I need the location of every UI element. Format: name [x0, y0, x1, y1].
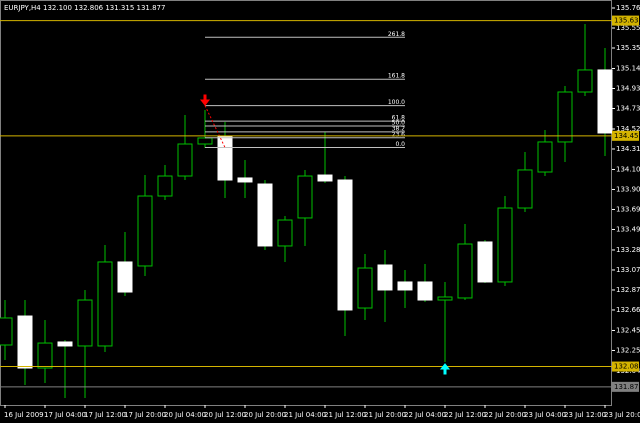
level-tag [612, 381, 639, 392]
candle-body [197, 137, 213, 145]
y-tick-label: 132.455 [616, 326, 640, 334]
x-tick-label: 22 Jul 20:00 [484, 411, 526, 419]
candle-body [17, 315, 33, 369]
candle-body [457, 243, 473, 299]
candle-body [337, 179, 353, 311]
y-tick-label: 133.280 [616, 246, 640, 254]
x-tick-label: 16 Jul 2009 [4, 411, 44, 419]
level-tag [612, 130, 639, 141]
y-tick-label: 134.105 [616, 165, 640, 173]
candle-body [297, 175, 313, 219]
x-tick-label: 23 Jul 04:00 [524, 411, 566, 419]
y-tick-label: 134.520 [616, 125, 640, 133]
candle-body [0, 317, 13, 346]
candle-body [597, 69, 613, 134]
y-tick-label: 135.555 [616, 24, 640, 32]
y-tick-label: 132.870 [616, 286, 640, 294]
y-tick-label: 133.900 [616, 185, 640, 193]
x-tick-label: 21 Jul 20:00 [364, 411, 406, 419]
level-tag [612, 15, 639, 26]
x-tick-label: 20 Jul 20:00 [244, 411, 286, 419]
candle-body [97, 261, 113, 347]
x-tick-label: 20 Jul 12:00 [204, 411, 246, 419]
candle-body [157, 175, 173, 197]
y-tick-label: 135.350 [616, 44, 640, 52]
y-tick-label: 133.490 [616, 225, 640, 233]
fibo-label: 261.8 [388, 31, 405, 38]
candle-body [437, 296, 453, 301]
y-tick-label: 134.935 [616, 84, 640, 92]
x-tick-label: 17 Jul 04:00 [44, 411, 86, 419]
level-label: 132.085 [614, 363, 640, 371]
candle-body [497, 207, 513, 283]
x-tick-label: 20 Jul 04:00 [164, 411, 206, 419]
level-tag [612, 361, 639, 372]
candle-body [217, 135, 233, 181]
candle-body [317, 174, 333, 182]
y-tick-label: 134.730 [616, 104, 640, 112]
y-tick-label: 132.250 [616, 346, 640, 354]
candle-body [37, 342, 53, 369]
candle-body [417, 281, 433, 301]
candle-body [377, 264, 393, 291]
x-tick-label: 21 Jul 12:00 [324, 411, 366, 419]
fibo-label: 38.2 [392, 125, 406, 132]
x-tick-label: 17 Jul 12:00 [84, 411, 126, 419]
x-tick-label: 23 Jul 20:00 [604, 411, 640, 419]
candle-body [477, 241, 493, 283]
candle-body [557, 91, 573, 143]
y-tick-label: 132.665 [616, 306, 640, 314]
level-label: 135.631 [614, 17, 640, 25]
candle-body [577, 69, 593, 93]
fibo-label: 50.0 [392, 120, 406, 127]
candle-body [177, 143, 193, 177]
candle-body [237, 177, 253, 183]
candle-body [277, 219, 293, 247]
x-tick-label: 22 Jul 12:00 [444, 411, 486, 419]
chart-title: EURJPY,H4 132.100 132.806 131.315 131.87… [4, 4, 165, 12]
x-tick-label: 21 Jul 04:00 [284, 411, 326, 419]
x-tick-label: 22 Jul 04:00 [404, 411, 446, 419]
level-label: 134.450 [614, 132, 640, 140]
candle-body [137, 195, 153, 267]
y-tick-label: 135.760 [616, 4, 640, 12]
fibo-label: 100.0 [388, 99, 405, 106]
fibo-label: 161.8 [388, 73, 405, 80]
y-tick-label: 135.140 [616, 64, 640, 72]
arrow [199, 94, 211, 106]
y-tick-label: 133.695 [616, 205, 640, 213]
plot-frame [0, 0, 612, 406]
candle-body [537, 141, 553, 173]
candle-body [257, 183, 273, 247]
level-label: 131.877 [614, 383, 640, 391]
y-tick-label: 134.315 [616, 145, 640, 153]
candle-body [77, 299, 93, 347]
candle-body [357, 267, 373, 309]
candle-body [57, 341, 73, 347]
candle-body [517, 169, 533, 209]
fibo-label: 0.0 [395, 141, 405, 148]
arrow [439, 363, 451, 375]
fibo-label: 23.6 [392, 131, 406, 138]
candle-body [117, 261, 133, 293]
x-tick-label: 23 Jul 12:00 [564, 411, 606, 419]
x-tick-label: 17 Jul 20:00 [124, 411, 166, 419]
fibo-label: 61.8 [392, 115, 406, 122]
y-tick-label: 133.075 [616, 266, 640, 274]
candle-body [397, 281, 413, 291]
